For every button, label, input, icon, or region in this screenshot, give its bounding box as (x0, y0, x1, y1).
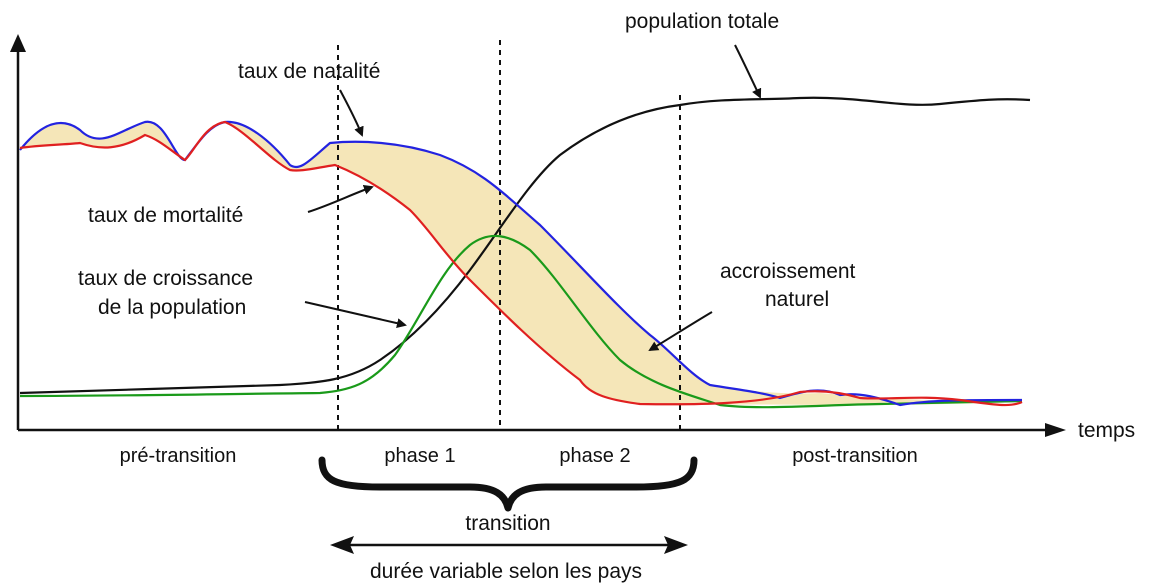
arrow-population-totale (734, 44, 762, 99)
growth-rate-curve (19, 234, 1023, 409)
label-natalite: taux de natalité (238, 60, 380, 83)
x-axis-arrow (1045, 423, 1066, 437)
phase-label-phase-1: phase 1 (384, 445, 455, 467)
label-temps: temps (1078, 419, 1135, 442)
label-mortalite: taux de mortalité (88, 204, 243, 227)
arrow-accroissement (648, 311, 713, 352)
phase-label-pre-transition: pré-transition (120, 445, 237, 467)
transition-label: transition (465, 512, 550, 535)
duration-arrow-right-head (664, 536, 688, 554)
y-axis-arrow (10, 34, 26, 52)
label-accroissement-line1: accroissement (720, 260, 856, 283)
label-population-totale: population totale (625, 10, 779, 33)
arrow-natalite (339, 89, 364, 137)
natural-increase-area (20, 121, 1022, 406)
label-croissance-line1: taux de croissance (78, 267, 253, 290)
phase-label-phase-2: phase 2 (559, 445, 630, 467)
arrow-croissance (304, 301, 407, 329)
duration-label: durée variable selon les pays (370, 560, 642, 583)
transition-brace (318, 456, 698, 512)
total-population-curve (19, 96, 1031, 395)
label-croissance-line2: de la population (98, 296, 246, 319)
duration-arrow-left-head (330, 536, 354, 554)
death-rate-curve (19, 120, 1023, 407)
phase-label-post-transition: post-transition (792, 445, 918, 467)
label-accroissement-line2: naturel (765, 288, 829, 311)
arrow-mortalite (307, 185, 374, 213)
